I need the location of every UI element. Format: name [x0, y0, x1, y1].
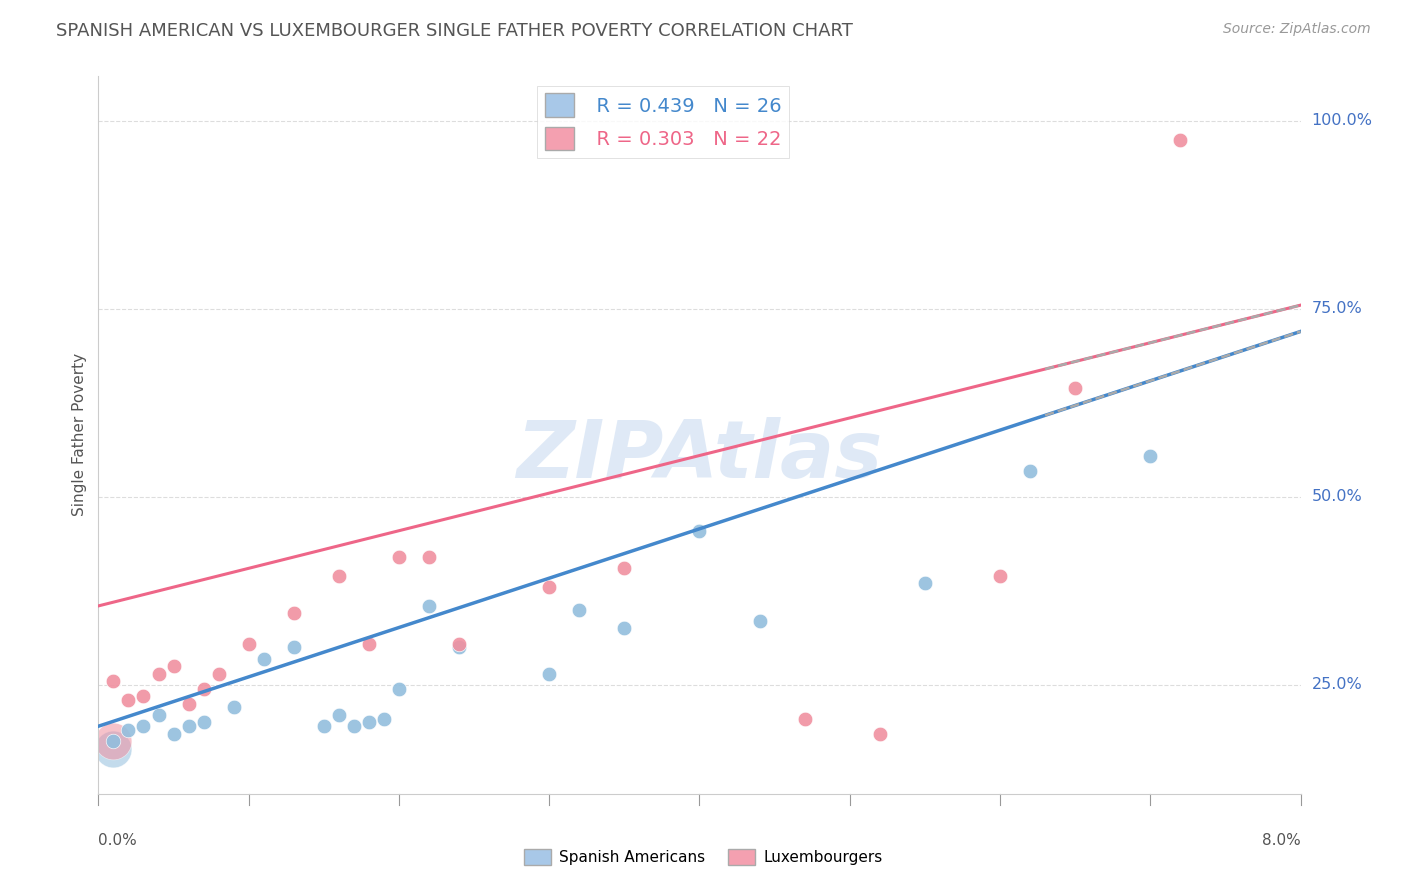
- Point: [193, 681, 215, 696]
- Point: [1168, 133, 1191, 147]
- Point: [117, 693, 139, 707]
- Point: [103, 734, 125, 748]
- Point: [418, 599, 440, 613]
- Point: [793, 712, 815, 726]
- Point: [132, 719, 155, 733]
- Point: [208, 666, 231, 681]
- Text: 8.0%: 8.0%: [1261, 833, 1301, 848]
- Point: [343, 719, 366, 733]
- Point: [1139, 449, 1161, 463]
- Point: [914, 576, 936, 591]
- Point: [328, 707, 350, 722]
- Point: [357, 636, 380, 650]
- Point: [613, 622, 636, 636]
- Legend:   R = 0.439   N = 26,   R = 0.303   N = 22: R = 0.439 N = 26, R = 0.303 N = 22: [537, 86, 789, 158]
- Point: [1019, 464, 1042, 478]
- Point: [283, 640, 305, 655]
- Text: 75.0%: 75.0%: [1312, 301, 1362, 317]
- Text: 0.0%: 0.0%: [98, 833, 138, 848]
- Text: ZIPAtlas: ZIPAtlas: [516, 417, 883, 495]
- Text: SPANISH AMERICAN VS LUXEMBOURGER SINGLE FATHER POVERTY CORRELATION CHART: SPANISH AMERICAN VS LUXEMBOURGER SINGLE …: [56, 22, 853, 40]
- Point: [162, 659, 184, 673]
- Point: [162, 727, 184, 741]
- Point: [688, 524, 710, 538]
- Point: [988, 569, 1011, 583]
- Point: [148, 707, 170, 722]
- Point: [748, 614, 770, 628]
- Text: Source: ZipAtlas.com: Source: ZipAtlas.com: [1223, 22, 1371, 37]
- Legend: Spanish Americans, Luxembourgers: Spanish Americans, Luxembourgers: [517, 843, 889, 871]
- Point: [613, 561, 636, 575]
- Point: [388, 549, 411, 564]
- Point: [193, 715, 215, 730]
- Point: [869, 727, 891, 741]
- Point: [177, 719, 200, 733]
- Point: [538, 580, 561, 594]
- Point: [103, 674, 125, 689]
- Point: [103, 741, 125, 756]
- Point: [447, 640, 470, 655]
- Point: [132, 689, 155, 703]
- Point: [283, 607, 305, 621]
- Point: [388, 681, 411, 696]
- Point: [447, 636, 470, 650]
- Point: [222, 700, 245, 714]
- Point: [538, 666, 561, 681]
- Text: 25.0%: 25.0%: [1312, 677, 1362, 692]
- Point: [328, 569, 350, 583]
- Y-axis label: Single Father Poverty: Single Father Poverty: [72, 353, 87, 516]
- Point: [148, 666, 170, 681]
- Text: 50.0%: 50.0%: [1312, 490, 1362, 504]
- Point: [238, 636, 260, 650]
- Point: [103, 734, 125, 748]
- Point: [1064, 381, 1087, 395]
- Point: [357, 715, 380, 730]
- Point: [253, 651, 276, 665]
- Point: [418, 549, 440, 564]
- Point: [373, 712, 395, 726]
- Point: [568, 602, 591, 616]
- Point: [177, 697, 200, 711]
- Point: [117, 723, 139, 737]
- Point: [312, 719, 335, 733]
- Text: 100.0%: 100.0%: [1312, 113, 1372, 128]
